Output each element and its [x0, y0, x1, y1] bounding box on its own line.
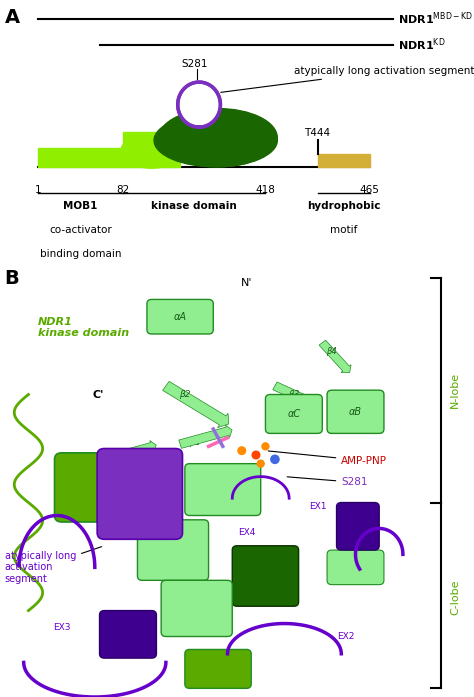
Text: EX2: EX2 — [337, 632, 355, 641]
Text: kinase domain: kinase domain — [152, 201, 237, 211]
Text: hydrophobic: hydrophobic — [307, 201, 381, 211]
FancyBboxPatch shape — [161, 581, 232, 636]
Text: EX4: EX4 — [238, 528, 255, 537]
FancyBboxPatch shape — [337, 503, 379, 550]
Text: N': N' — [241, 278, 252, 288]
Point — [252, 450, 260, 461]
Text: 82: 82 — [117, 185, 130, 195]
Point — [262, 441, 269, 452]
Text: αA: αA — [173, 312, 187, 322]
Text: αF: αF — [167, 545, 179, 555]
Text: atypically long
activation
segment: atypically long activation segment — [5, 546, 101, 584]
Text: 465: 465 — [360, 185, 380, 195]
Text: NDR1$^{\mathrm{KD}}$: NDR1$^{\mathrm{KD}}$ — [398, 37, 446, 54]
Text: NDR1
kinase domain: NDR1 kinase domain — [38, 316, 129, 338]
Text: motif: motif — [330, 225, 357, 235]
Polygon shape — [178, 82, 220, 127]
Text: NDR1$^{\mathrm{MBD-KD}}$: NDR1$^{\mathrm{MBD-KD}}$ — [398, 10, 474, 27]
Point — [271, 454, 279, 465]
Bar — [318, 153, 370, 167]
Text: β8: β8 — [113, 452, 124, 461]
Text: αB: αB — [349, 407, 362, 417]
Text: αG: αG — [258, 571, 273, 581]
Text: β2: β2 — [179, 390, 191, 399]
Text: N-lobe: N-lobe — [450, 372, 460, 408]
Text: S281: S281 — [181, 59, 208, 69]
FancyArrow shape — [163, 381, 228, 428]
Point — [257, 458, 264, 469]
Text: αD: αD — [82, 482, 98, 492]
Text: H3: H3 — [131, 489, 148, 499]
FancyArrow shape — [273, 382, 317, 409]
FancyArrow shape — [319, 340, 351, 373]
FancyBboxPatch shape — [97, 449, 182, 539]
Text: αI: αI — [213, 664, 223, 674]
Text: αC: αC — [287, 409, 301, 419]
FancyBboxPatch shape — [327, 390, 384, 434]
Text: 418: 418 — [255, 185, 275, 195]
Text: β4: β4 — [327, 347, 337, 355]
Bar — [123, 132, 180, 167]
Text: A: A — [5, 8, 20, 27]
Text: H2!: H2! — [120, 630, 136, 639]
Text: αE: αE — [217, 484, 229, 495]
Text: C': C' — [93, 390, 104, 399]
Text: B: B — [5, 269, 19, 288]
Ellipse shape — [159, 109, 277, 167]
FancyArrow shape — [179, 425, 232, 448]
Text: H1: H1 — [352, 522, 364, 531]
Text: T444: T444 — [304, 128, 331, 138]
FancyBboxPatch shape — [265, 395, 322, 434]
Text: 1: 1 — [35, 185, 41, 195]
Bar — [38, 148, 123, 167]
Text: β3: β3 — [288, 390, 300, 399]
FancyBboxPatch shape — [100, 611, 156, 658]
Text: binding domain: binding domain — [40, 249, 121, 259]
FancyBboxPatch shape — [327, 550, 384, 585]
FancyBboxPatch shape — [137, 520, 209, 581]
FancyBboxPatch shape — [185, 464, 261, 516]
Text: S281: S281 — [287, 477, 368, 487]
Text: β1: β1 — [189, 438, 200, 447]
FancyBboxPatch shape — [55, 453, 126, 522]
FancyBboxPatch shape — [185, 650, 251, 689]
Text: αEF: αEF — [348, 563, 363, 572]
Text: MOB1: MOB1 — [64, 201, 98, 211]
FancyArrow shape — [103, 441, 156, 463]
Ellipse shape — [121, 134, 182, 168]
Text: EX1: EX1 — [309, 503, 326, 512]
Text: atypically long activation segment: atypically long activation segment — [221, 66, 474, 92]
Ellipse shape — [154, 114, 277, 167]
Text: αH: αH — [190, 604, 204, 613]
FancyBboxPatch shape — [232, 546, 299, 606]
Text: EX3: EX3 — [53, 623, 70, 632]
Text: AMP-PNP: AMP-PNP — [268, 451, 387, 466]
Text: co-activator: co-activator — [49, 225, 112, 235]
FancyBboxPatch shape — [147, 300, 213, 334]
Point — [238, 445, 246, 457]
Text: C-lobe: C-lobe — [450, 580, 460, 615]
